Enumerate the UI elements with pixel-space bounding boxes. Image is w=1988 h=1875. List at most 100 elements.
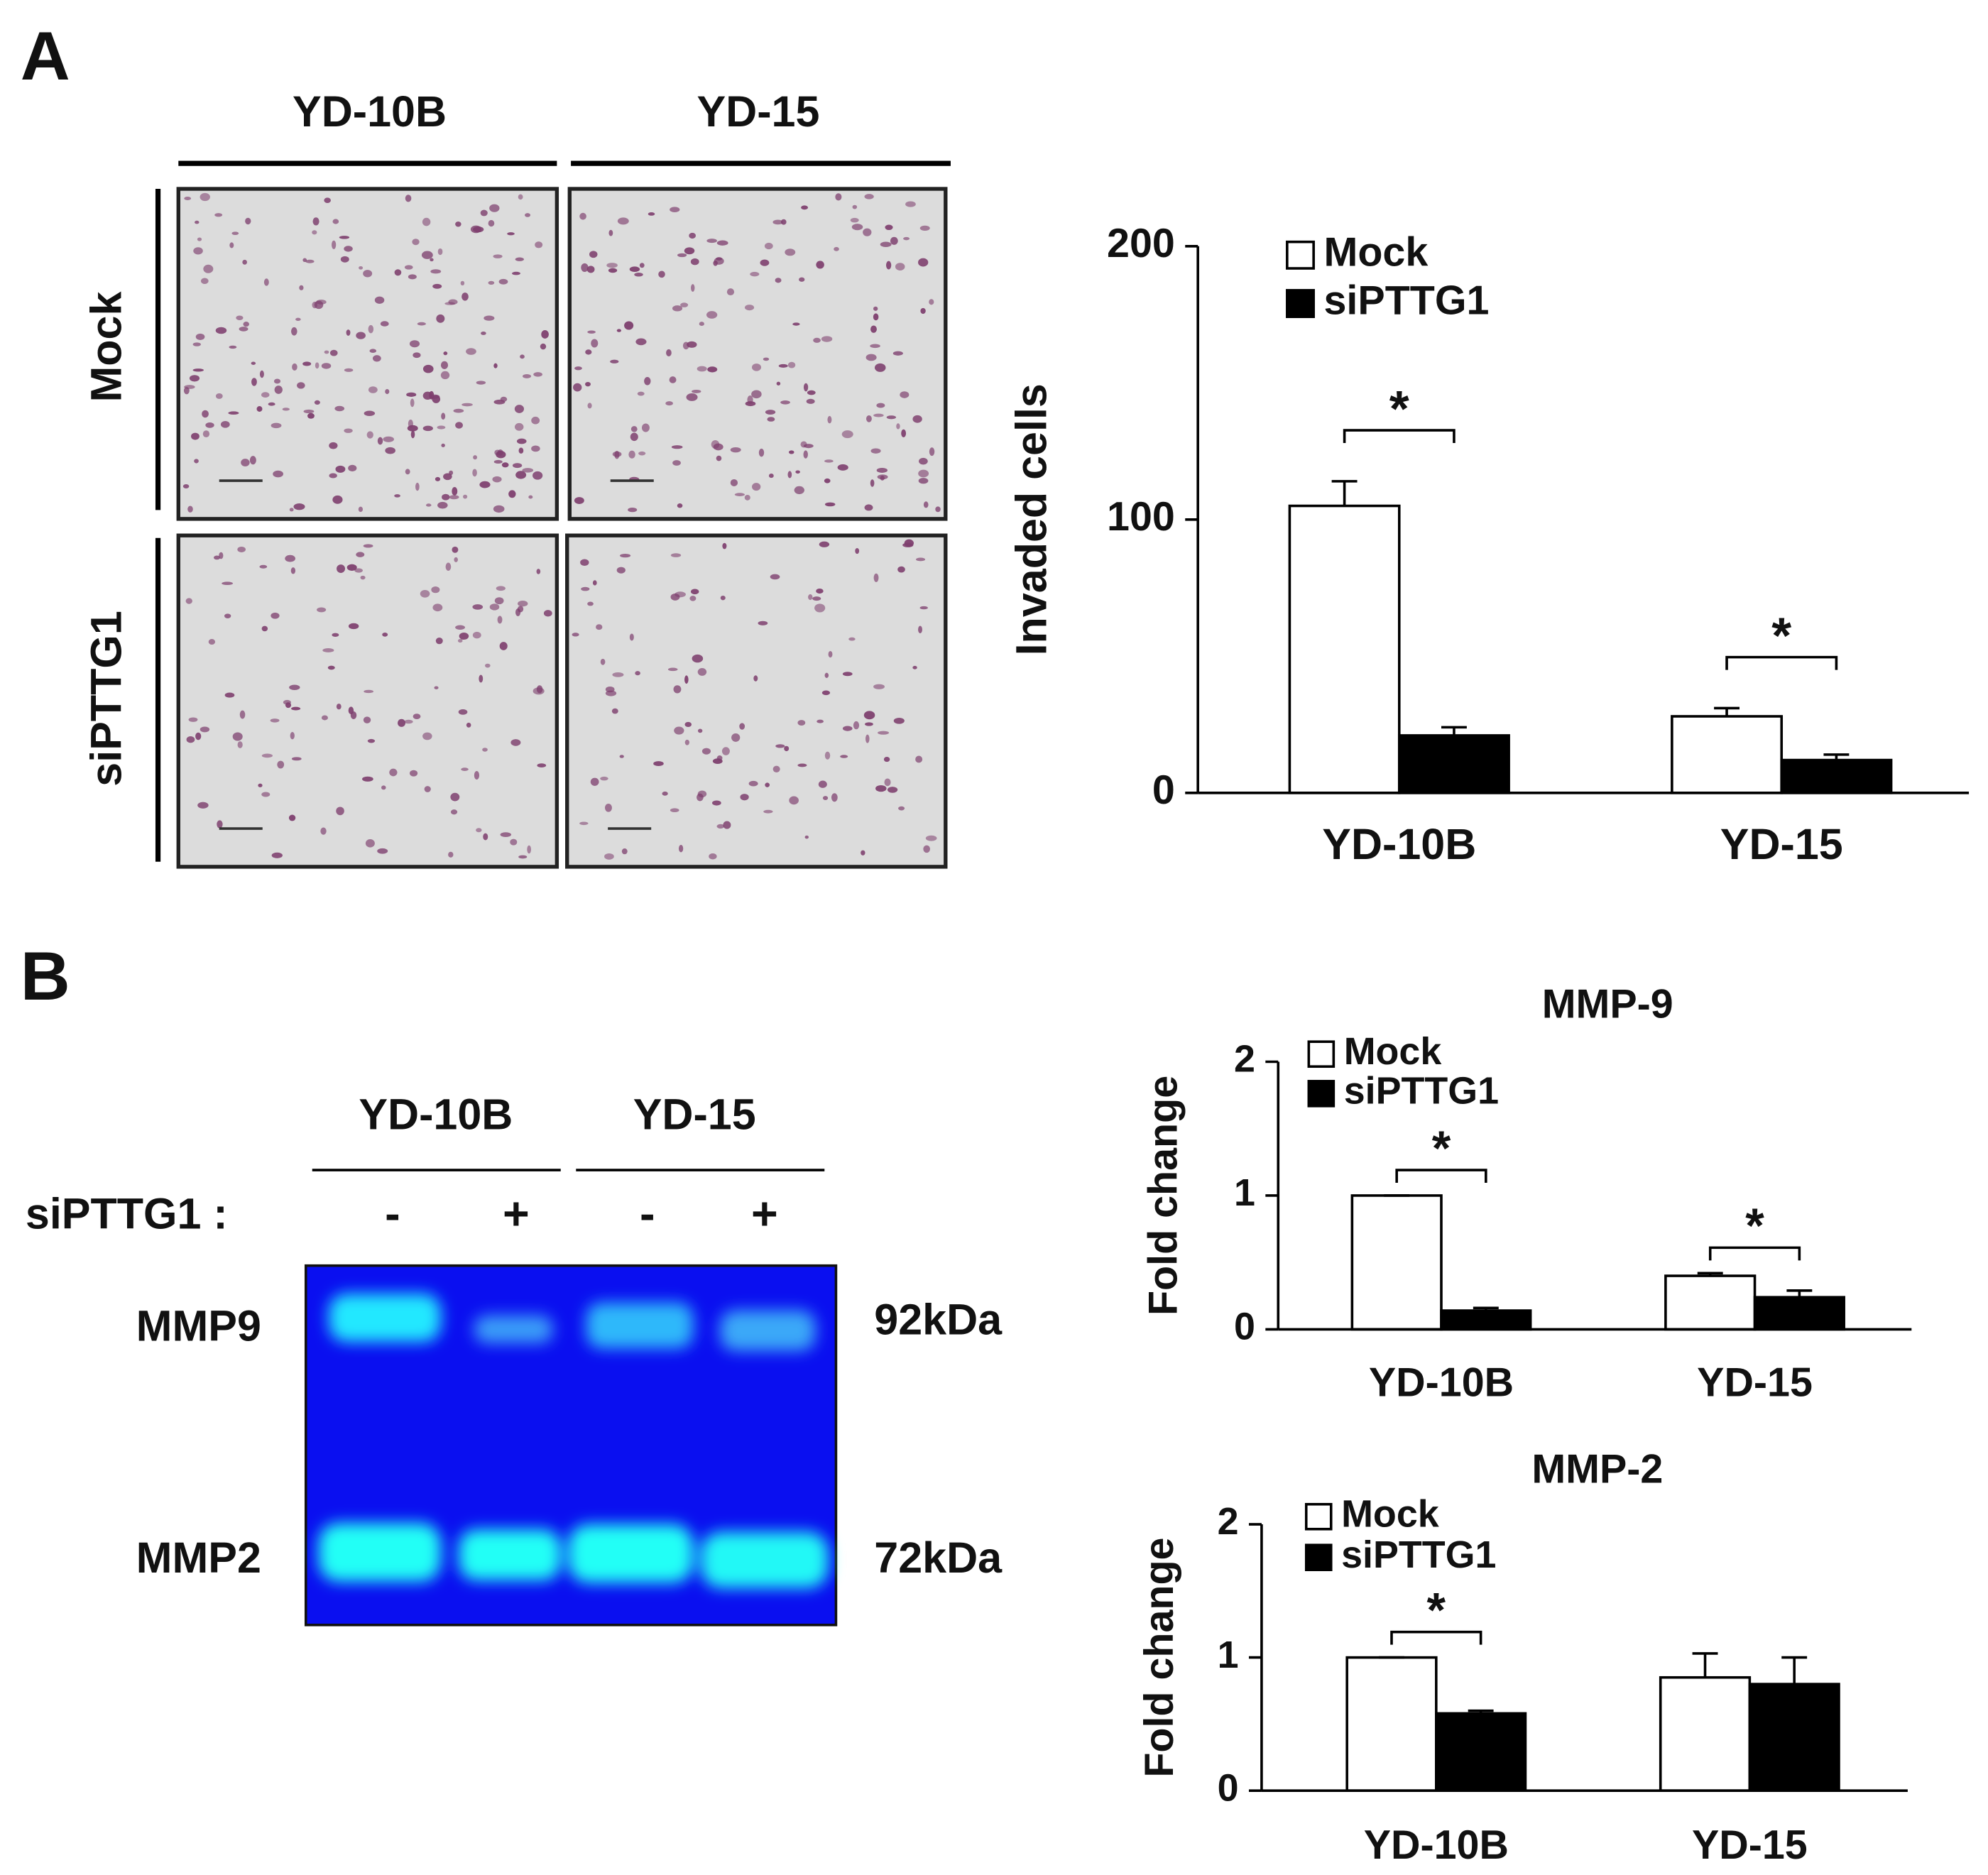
cell — [261, 625, 268, 632]
cell — [405, 469, 410, 475]
cell — [767, 417, 775, 422]
cell — [874, 363, 886, 372]
cell — [692, 389, 701, 393]
cell — [678, 844, 684, 853]
x-tick-label: YD-15 — [1697, 1360, 1813, 1406]
cell — [905, 201, 916, 207]
cell — [671, 445, 683, 449]
cell — [587, 403, 592, 409]
cell — [450, 809, 458, 815]
legend-swatch — [1286, 289, 1315, 319]
cell — [831, 793, 838, 802]
cell — [630, 426, 638, 432]
legend-label: Mock — [1341, 1492, 1439, 1535]
cell — [531, 416, 540, 425]
cell — [285, 554, 296, 562]
cell — [476, 828, 482, 833]
cell — [515, 471, 527, 479]
bar — [1659, 1676, 1752, 1792]
cell — [356, 552, 365, 557]
lane-sign: - — [385, 1188, 400, 1240]
cell — [363, 270, 373, 278]
cell — [289, 508, 294, 512]
cell — [525, 213, 531, 217]
cell — [689, 596, 697, 601]
cell — [520, 354, 525, 359]
cell — [459, 633, 469, 640]
cell — [797, 720, 806, 726]
cell — [274, 386, 283, 394]
cell — [441, 412, 446, 420]
cell — [332, 633, 339, 637]
error-bar — [1697, 1272, 1723, 1277]
cell — [816, 719, 824, 723]
cell — [722, 542, 727, 550]
cell — [763, 809, 773, 814]
cell — [740, 794, 749, 801]
cell — [364, 689, 374, 694]
cell — [261, 392, 270, 398]
cell — [268, 402, 275, 406]
cell — [723, 821, 731, 829]
band — [474, 1315, 553, 1344]
cell — [329, 442, 338, 449]
cell — [291, 327, 297, 336]
bar — [1350, 1194, 1443, 1331]
legend-label: Mock — [1344, 1030, 1442, 1073]
cell — [674, 591, 686, 598]
cell — [901, 429, 907, 438]
cell — [271, 852, 283, 858]
cell — [242, 259, 247, 265]
legend-swatch — [1304, 1543, 1333, 1571]
micrograph — [567, 187, 948, 521]
y-tick-label: 100 — [1107, 494, 1175, 540]
cell — [332, 495, 343, 504]
cell — [422, 732, 432, 740]
cell — [852, 204, 858, 209]
cell — [842, 672, 853, 677]
bar — [1345, 1656, 1438, 1792]
cell — [837, 464, 848, 471]
cell — [662, 791, 668, 796]
cell — [346, 329, 351, 336]
cell — [241, 459, 250, 466]
cell — [591, 339, 599, 348]
cell — [730, 479, 738, 486]
cell — [389, 768, 398, 777]
cell — [239, 710, 246, 719]
cell — [574, 497, 584, 504]
cell — [692, 654, 704, 663]
cell — [454, 557, 458, 562]
micrograph — [176, 187, 559, 521]
cell — [508, 490, 516, 498]
cell — [684, 739, 689, 745]
cell — [873, 573, 879, 582]
cell — [813, 337, 821, 343]
cell — [744, 494, 750, 501]
cell — [295, 317, 301, 322]
cell — [184, 385, 195, 389]
cell — [765, 410, 776, 415]
x-tick-label: YD-10B — [1369, 1360, 1514, 1406]
cell — [776, 381, 781, 386]
cell — [452, 546, 459, 553]
cell — [472, 604, 484, 610]
cell — [440, 361, 449, 369]
cell — [344, 246, 353, 252]
cell — [900, 391, 910, 398]
cell — [288, 814, 296, 821]
bar — [1780, 758, 1893, 794]
cell — [898, 806, 905, 811]
cell — [229, 242, 234, 248]
cell — [452, 487, 458, 496]
cell — [192, 368, 204, 372]
cell — [237, 546, 246, 552]
cell — [680, 302, 689, 307]
cell — [302, 361, 312, 366]
cell — [628, 450, 635, 459]
cell — [291, 757, 302, 761]
cell — [590, 777, 599, 786]
cell — [720, 595, 726, 601]
cell — [398, 718, 405, 727]
